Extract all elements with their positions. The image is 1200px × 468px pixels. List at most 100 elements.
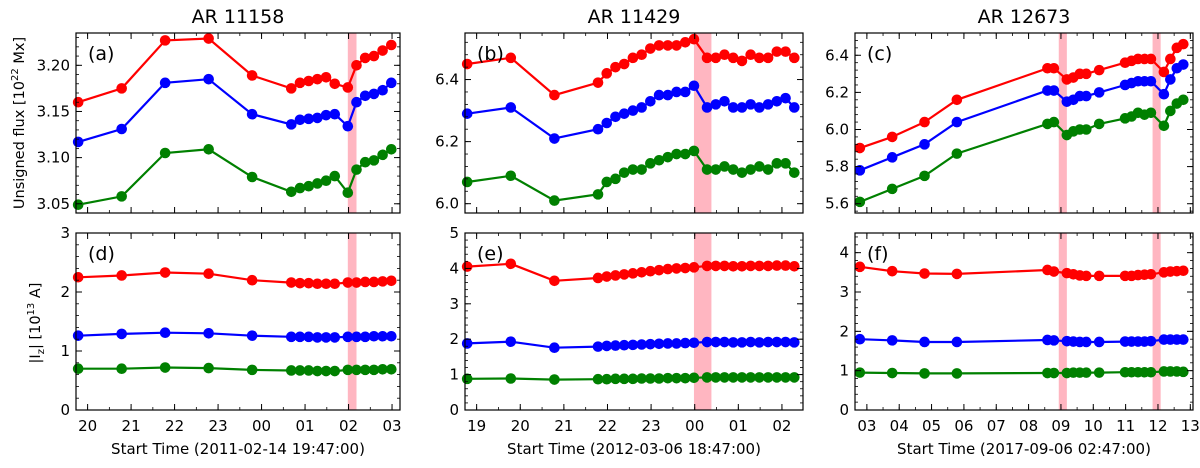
data-point-red xyxy=(688,262,700,273)
data-point-green xyxy=(294,365,306,376)
data-point-green xyxy=(688,372,700,384)
data-point-green xyxy=(159,362,171,373)
data-point-red xyxy=(368,50,380,62)
data-point-green xyxy=(1048,367,1060,379)
data-point-blue xyxy=(285,331,297,343)
data-point-blue xyxy=(359,331,371,343)
data-point-red xyxy=(203,33,214,44)
data-point-red xyxy=(636,49,647,61)
data-point-blue xyxy=(671,338,682,349)
data-point-red xyxy=(246,274,258,286)
y-tick-label: 3.20 xyxy=(37,56,70,74)
data-point-red xyxy=(312,73,323,85)
data-point-green xyxy=(636,373,647,384)
data-point-blue xyxy=(745,336,756,348)
x-tick-label: 20 xyxy=(78,417,97,435)
x-tick-label: 04 xyxy=(890,417,909,435)
x-tick-label: 20 xyxy=(511,417,530,435)
data-point-blue xyxy=(671,86,682,98)
data-point-green xyxy=(919,170,930,182)
y-tick-label: 5 xyxy=(449,224,459,242)
chart-title: AR 11158 xyxy=(192,6,285,28)
data-point-red xyxy=(780,260,791,271)
axes-frame xyxy=(854,232,1194,411)
data-point-red xyxy=(618,58,630,70)
y-tick-label: 0 xyxy=(839,401,849,419)
data-point-blue xyxy=(1165,74,1176,85)
data-point-red xyxy=(203,268,214,280)
data-point-blue xyxy=(1080,90,1092,102)
data-point-green xyxy=(727,372,739,383)
x-tick-label: 23 xyxy=(642,417,661,435)
panel-label: (d) xyxy=(88,243,115,265)
data-point-blue xyxy=(312,112,323,124)
data-point-blue xyxy=(710,99,722,110)
panel-a: 3.05 3.10 3.15 3.20 (a) AR 11158 xyxy=(37,6,401,214)
data-point-green xyxy=(386,363,397,375)
data-point-blue xyxy=(1048,335,1060,346)
data-point-green xyxy=(461,176,473,188)
data-point-green xyxy=(679,372,691,384)
data-point-red xyxy=(886,131,898,143)
y-tick-label: 3.05 xyxy=(37,195,70,213)
axes-frame xyxy=(75,232,401,411)
data-point-blue xyxy=(662,338,674,349)
data-point-blue xyxy=(771,336,783,348)
x-tick-label: 03 xyxy=(382,417,401,435)
data-point-green xyxy=(1093,367,1105,378)
data-point-red xyxy=(854,261,866,273)
data-point-green xyxy=(754,161,765,172)
data-point-red xyxy=(1145,53,1157,65)
data-point-red xyxy=(951,94,963,106)
x-axis-label: Start Time (2017-09-06 02:47:00) xyxy=(897,440,1151,458)
data-point-green xyxy=(653,373,665,384)
data-point-red xyxy=(592,77,604,88)
data-point-red xyxy=(701,52,713,64)
data-point-blue xyxy=(320,109,332,121)
data-point-green xyxy=(854,367,866,378)
data-point-blue xyxy=(303,113,314,125)
flare-band xyxy=(1152,33,1161,213)
y-tick-label: 6.4 xyxy=(435,71,459,89)
flare-band xyxy=(1058,233,1067,410)
data-point-red xyxy=(1145,269,1157,280)
data-point-red xyxy=(701,260,713,272)
x-tick-label: 07 xyxy=(987,417,1006,435)
data-point-red xyxy=(788,52,800,64)
data-point-red xyxy=(754,260,765,272)
data-point-green xyxy=(294,182,306,194)
data-point-blue xyxy=(1158,88,1170,100)
data-point-green xyxy=(303,365,314,376)
data-point-green xyxy=(285,365,297,376)
data-point-green xyxy=(246,364,258,376)
x-tick-label: 22 xyxy=(598,417,617,435)
data-point-red xyxy=(386,275,397,287)
data-point-green xyxy=(701,372,713,383)
data-point-green xyxy=(1165,105,1176,117)
data-point-blue xyxy=(294,114,306,126)
data-point-red xyxy=(645,265,656,277)
data-point-green xyxy=(771,372,783,383)
data-point-red xyxy=(951,268,963,280)
ylabel-top: Unsigned flux [1022 Mx] xyxy=(10,37,28,209)
data-point-red xyxy=(1080,68,1092,80)
data-point-red xyxy=(461,58,473,70)
y-tick-label: 6.0 xyxy=(825,120,849,138)
x-tick-label: 00 xyxy=(685,417,704,435)
data-point-green xyxy=(601,373,613,385)
data-point-green xyxy=(505,170,517,182)
x-tick-label: 09 xyxy=(1051,417,1070,435)
data-point-red xyxy=(359,276,371,288)
y-tick-label: 6.4 xyxy=(825,46,849,64)
data-point-blue xyxy=(246,108,258,120)
data-point-green xyxy=(72,363,84,375)
data-point-red xyxy=(627,52,639,64)
data-point-green xyxy=(788,372,800,383)
data-point-green xyxy=(116,363,127,375)
data-point-red xyxy=(505,52,517,64)
y-tick-label: 0 xyxy=(449,401,459,419)
data-point-green xyxy=(592,373,604,385)
data-point-green xyxy=(505,373,517,384)
x-tick-label: 01 xyxy=(296,417,315,435)
